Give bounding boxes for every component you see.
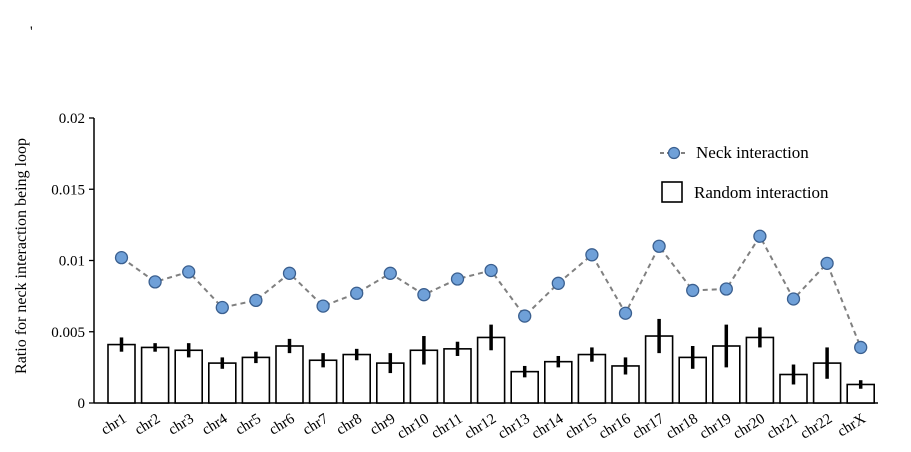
x-tick-label: chr2 (132, 411, 163, 439)
data-point (484, 263, 498, 278)
x-tick-labels: chr1 chr2 chr3 chr4 chr5 chr6 chr7 chr8 chr9chr1… (99, 411, 869, 443)
x-tick-label: chr9 (367, 411, 398, 439)
x-tick-label: chr5 (233, 411, 264, 439)
x-tick-label: chr13 (495, 411, 532, 443)
data-point (350, 286, 364, 300)
x-tick-label: chr12 (462, 411, 499, 443)
data-point (417, 288, 431, 302)
legend-label-random: Random interaction (694, 183, 829, 202)
data-point (148, 275, 162, 289)
x-tick-label: chr17 (630, 411, 668, 443)
y-tick-label: 0.015 (51, 182, 85, 198)
data-point (585, 248, 599, 262)
y-tick-label: 0 (78, 396, 86, 412)
data-point (551, 276, 565, 290)
data-point (282, 266, 297, 280)
bar (174, 349, 203, 404)
x-tick-label: chr22 (798, 411, 835, 443)
data-point (786, 292, 801, 306)
bar (241, 356, 271, 404)
legend-label-neck: Neck interaction (696, 143, 809, 162)
x-tick-label: chr18 (663, 411, 700, 443)
x-tick-label: chr8 (334, 411, 365, 439)
data-point (316, 299, 330, 313)
data-point (652, 239, 666, 253)
x-tick-label: chr16 (596, 411, 634, 443)
bar (342, 353, 372, 404)
x-tick-label: chr19 (697, 411, 734, 443)
corner-mark: ' (30, 24, 33, 40)
x-tick-label: chr10 (395, 411, 432, 443)
data-point (383, 266, 397, 280)
data-point (518, 309, 532, 323)
bar (275, 345, 304, 404)
y-tick-label: 0.01 (59, 254, 85, 270)
x-tick-label: chr7 (300, 411, 332, 439)
data-point (215, 300, 229, 315)
data-point (618, 306, 633, 320)
x-tick-label: chr1 (99, 411, 130, 439)
x-tick-label: chr6 (267, 411, 299, 439)
legend: Neck interaction Random interaction (660, 143, 829, 203)
x-tick-label: chr11 (429, 411, 466, 442)
bar (543, 360, 573, 404)
bar-series (107, 318, 876, 404)
x-tick-label: chr21 (764, 411, 801, 443)
y-axis-label: Ratio for neck interaction being loop (13, 138, 30, 374)
data-point (820, 256, 834, 271)
bar (678, 356, 708, 404)
x-tick-label: chr20 (731, 411, 768, 443)
bar (208, 362, 237, 404)
data-point (686, 283, 700, 298)
bar (107, 343, 136, 404)
y-tick-label: 0.005 (51, 325, 85, 341)
x-tick-label: chrX (835, 411, 869, 441)
data-point (450, 272, 465, 286)
data-point (719, 282, 733, 296)
bar (443, 348, 472, 404)
legend-marker (667, 146, 681, 160)
data-point (182, 265, 196, 279)
bar (577, 353, 607, 404)
x-tick-label: chr4 (199, 411, 231, 439)
x-tick-label: chr15 (563, 411, 600, 443)
y-tick-label: 0.02 (59, 111, 85, 127)
line-series (114, 229, 868, 355)
data-point (249, 293, 263, 308)
x-tick-label: chr3 (166, 411, 197, 439)
bar (140, 346, 170, 404)
data-point (114, 250, 129, 265)
data-point (854, 340, 868, 355)
legend-bar-swatch (661, 181, 683, 203)
x-tick-label: chr14 (529, 411, 567, 443)
bar (745, 336, 775, 404)
data-point (753, 229, 767, 243)
